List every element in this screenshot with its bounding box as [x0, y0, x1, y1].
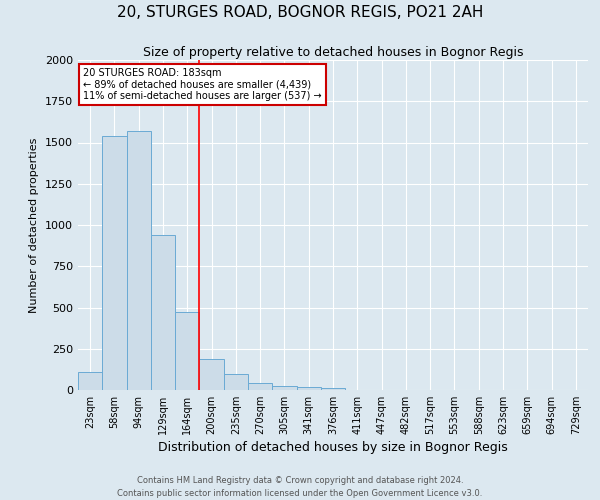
Bar: [127, 131, 151, 390]
Bar: [102, 136, 127, 390]
Text: 20, STURGES ROAD, BOGNOR REGIS, PO21 2AH: 20, STURGES ROAD, BOGNOR REGIS, PO21 2AH: [117, 5, 483, 20]
Text: Contains HM Land Registry data © Crown copyright and database right 2024.
Contai: Contains HM Land Registry data © Crown c…: [118, 476, 482, 498]
Bar: [78, 372, 102, 390]
Text: 20 STURGES ROAD: 183sqm
← 89% of detached houses are smaller (4,439)
11% of semi: 20 STURGES ROAD: 183sqm ← 89% of detache…: [83, 68, 322, 102]
Y-axis label: Number of detached properties: Number of detached properties: [29, 138, 40, 312]
X-axis label: Distribution of detached houses by size in Bognor Regis: Distribution of detached houses by size …: [158, 441, 508, 454]
Bar: [272, 386, 296, 390]
Bar: [296, 386, 321, 390]
Bar: [199, 358, 224, 390]
Bar: [175, 312, 199, 390]
Title: Size of property relative to detached houses in Bognor Regis: Size of property relative to detached ho…: [143, 46, 523, 59]
Bar: [248, 384, 272, 390]
Bar: [151, 235, 175, 390]
Bar: [321, 388, 345, 390]
Bar: [224, 374, 248, 390]
